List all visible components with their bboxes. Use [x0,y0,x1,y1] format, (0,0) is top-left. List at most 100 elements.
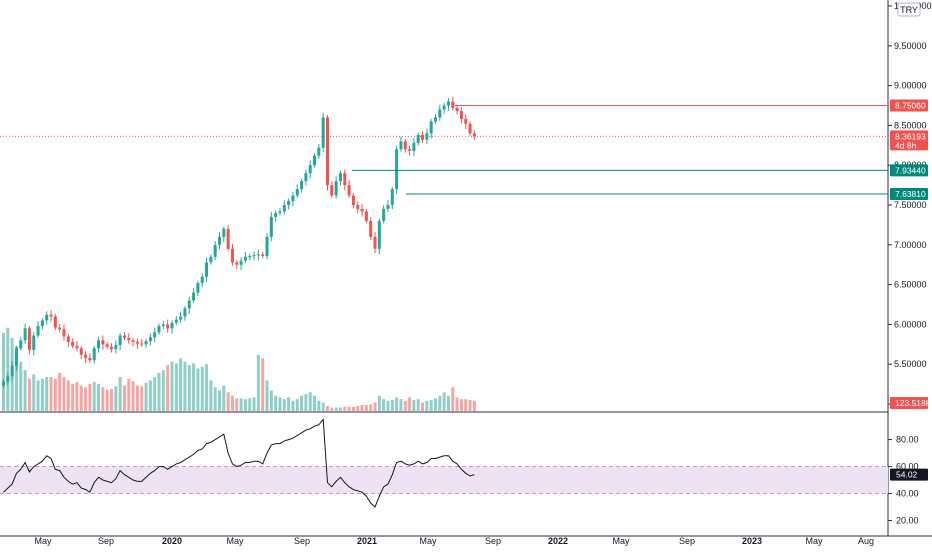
volume-bar [118,377,122,411]
candle-body [269,216,273,237]
candle-body [205,262,209,277]
candle-body [166,324,170,329]
volume-bar [390,399,394,411]
volume-bar [135,385,139,411]
candle-body [442,105,446,110]
candle-body [421,134,425,140]
volume-bar [157,372,161,411]
candle-body [256,254,260,256]
time-label: Sep [679,536,695,546]
volume-bar [71,383,75,411]
volume-bar [269,390,273,411]
time-label: Sep [98,536,114,546]
price-tick-label: 6.00000 [894,319,927,329]
volume-tag-text: 123.518K [895,398,932,408]
volume-bar [97,383,101,411]
candle-body [434,117,437,122]
volume-bar [170,361,174,411]
volume-bar [192,363,196,411]
candle-body [161,324,165,327]
candle-body [153,332,157,338]
candle-body [14,348,18,366]
volume-bar [472,400,476,411]
candle-body [131,340,135,342]
rsi-band-layer [0,466,888,495]
volume-bar [455,397,459,411]
candle-body [282,205,286,212]
volume-bar [114,386,118,411]
candle-body [468,123,472,134]
candle-body [304,173,308,182]
symbol-badge[interactable]: TRY [897,2,921,17]
level-lines-layer [0,104,888,195]
candle-body [49,314,53,317]
candle-body [248,255,252,257]
time-label: 2022 [548,536,568,546]
candle-body [71,341,75,346]
volume-bar [252,397,256,411]
volume-bar [209,380,213,411]
volume-bar [110,388,113,411]
volume-bar [153,377,157,411]
symbol-badge-text: TRY [900,5,918,15]
volume-bar [140,386,144,411]
candle-body [326,117,329,186]
candle-body [213,244,217,257]
volume-bar [364,405,368,411]
volume-bar [166,365,170,411]
candle-body [140,343,144,345]
candle-body [23,328,27,341]
volume-bar [377,395,381,411]
candle-body [455,107,459,112]
candle-body [330,185,334,196]
support-1-tag-text: 7.93440 [895,165,926,175]
candle-body [122,335,126,338]
candle-body [179,316,183,320]
candle-body [174,319,178,323]
resistance-tag-bg [890,99,928,112]
rsi-band [0,466,888,494]
volume-bar [421,402,425,411]
candle-body [399,141,403,150]
support-2-tag-bg [890,188,928,201]
candle-body [192,292,196,301]
candle-body [395,149,399,190]
volume-bar [179,358,183,411]
candle-body [53,316,57,328]
candle-body [295,189,299,196]
candle-body [45,314,49,321]
volume-bar [287,397,291,411]
candle-body [459,111,463,120]
volume-bar [187,365,191,411]
support-1-tag-bg [890,164,928,177]
time-label: May [805,536,823,546]
candle-body [369,220,373,237]
volume-bar [79,385,83,411]
volume-bar [317,400,321,411]
candle-body [88,357,92,361]
volume-bar [226,392,230,411]
volume-bar [23,370,27,411]
volume-bar [425,400,429,411]
volume-bar [127,378,131,411]
candle-body [278,211,282,213]
volume-bar [2,332,5,411]
price-tick-label: 7.50000 [894,200,927,210]
volume-bar [58,372,62,411]
volume-bar [438,395,442,411]
volume-bar [205,364,209,411]
rsi-tick-label: 60.00 [896,462,919,472]
candle-body [313,155,317,166]
volume-bar [282,399,286,411]
candle-body [101,340,105,345]
volume-bar [403,400,407,411]
candle-body [321,117,325,148]
price-tick-label: 9.50000 [894,41,927,51]
candle-body [118,335,122,346]
time-label: May [612,536,630,546]
volume-bar [360,405,364,411]
volume-bar [278,397,282,411]
volume-bar [313,395,317,411]
